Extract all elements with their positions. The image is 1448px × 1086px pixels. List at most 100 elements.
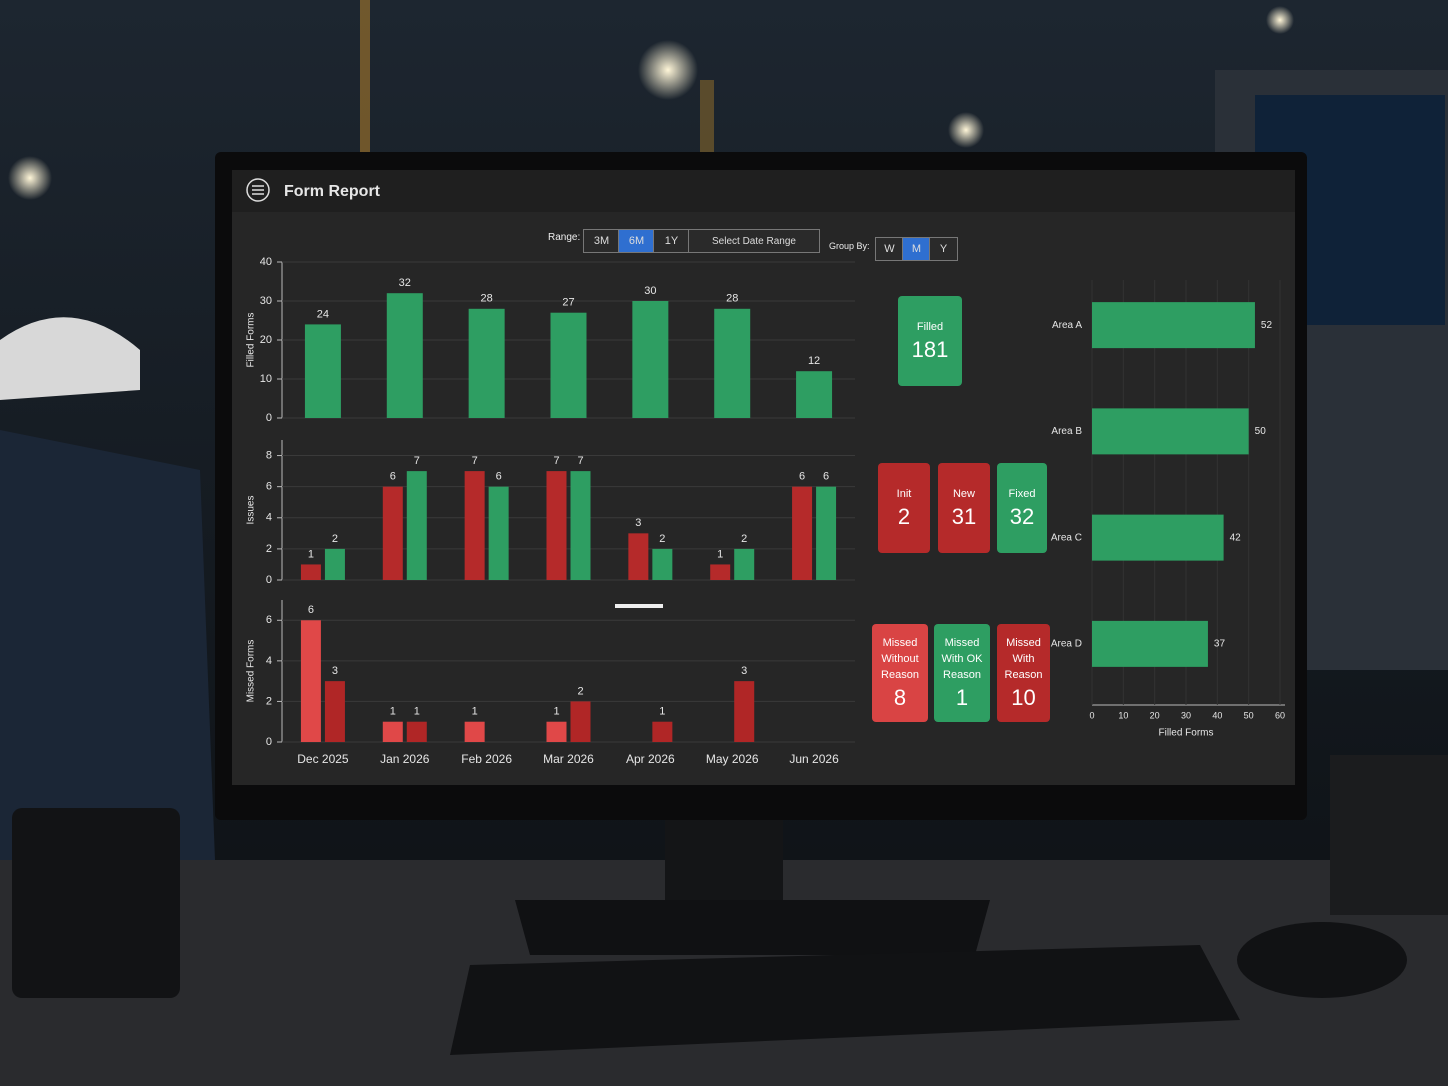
bar [710,564,731,580]
value-label: 6 [799,471,805,483]
value-label: 2 [332,533,338,545]
splitter-handle[interactable] [615,604,663,608]
y-tick-label: 0 [266,574,272,586]
bar [652,548,673,580]
y-axis-label: Filled Forms [246,312,257,367]
x-tick-label: 30 [1181,710,1191,720]
range-button[interactable]: 1Y [653,229,690,253]
y-tick-label: 0 [266,736,272,748]
bar [714,308,751,418]
bar [628,533,649,580]
range-button[interactable]: 6M [618,229,655,253]
bar [488,486,509,580]
y-tick-label: 10 [260,373,272,385]
value-label: 2 [741,533,747,545]
y-axis-label: Issues [246,496,257,525]
value-label: 1 [659,706,665,718]
bar [300,620,321,742]
worker [0,430,215,860]
x-axis-label: Filled Forms [1158,728,1213,739]
x-tick-label: 10 [1118,710,1128,720]
value-label: 42 [1230,532,1242,543]
y-tick-label: 6 [266,481,272,493]
value-label: 28 [726,293,738,305]
helmet [0,317,140,400]
mouse [1237,922,1407,998]
kpi-label: Missed With OK Reason [941,637,983,681]
bar [468,308,505,418]
group-button[interactable]: Y [929,237,958,261]
kpi-tile: Missed Without Reason 8 [872,624,928,722]
y-tick-label: 2 [266,543,272,555]
x-tick-label: May 2026 [706,752,759,766]
bar [652,721,673,742]
bar [734,548,755,580]
keyboard [450,945,1240,1055]
value-label: 1 [414,706,420,718]
x-tick-label: 60 [1275,710,1285,720]
pen-holder [1330,755,1448,915]
kpi-value: 1 [955,685,969,710]
value-label: 1 [390,706,396,718]
bar [300,564,321,580]
bar [570,701,591,742]
bar [304,324,341,418]
kpi-value: 10 [1011,685,1036,710]
menu-button[interactable] [246,178,270,202]
bar [382,486,403,580]
x-tick-label: Jan 2026 [380,752,430,766]
y-tick-label: 6 [266,614,272,626]
value-label: 12 [808,355,820,367]
y-tick-label: 4 [266,512,272,524]
bar [546,721,567,742]
bar [796,371,833,418]
x-tick-label: 40 [1212,710,1222,720]
y-tick-label: Area C [1051,532,1082,543]
bar [816,486,837,580]
kpi-value: 2 [897,504,911,529]
app-bar [232,170,1295,212]
value-label: 30 [644,285,656,297]
y-tick-label: Area A [1052,320,1082,331]
bar [734,681,755,742]
value-label: 52 [1261,320,1273,331]
y-tick-label: 40 [260,256,272,268]
group-button[interactable]: M [902,237,931,261]
y-tick-label: Area B [1051,426,1082,437]
y-tick-label: 2 [266,695,272,707]
value-label: 1 [717,548,723,560]
y-tick-label: 0 [266,412,272,424]
kpi-tile: Missed With Reason 10 [997,624,1050,722]
x-tick-label: Feb 2026 [461,752,512,766]
range-label: Range: [548,232,581,243]
kpi-label: New [952,488,975,500]
kpi-value: 31 [951,504,977,529]
value-label: 3 [635,517,641,529]
group-button[interactable]: W [875,237,904,261]
kpi-label: Fixed [1008,488,1036,500]
value-label: 7 [472,455,478,467]
bar [386,293,423,418]
bar [546,471,567,580]
group-label: Group By: [829,241,870,251]
range-button[interactable]: 3M [583,229,620,253]
bar [324,548,345,580]
y-tick-label: Area D [1051,639,1082,650]
bar [632,301,669,418]
y-tick-label: 20 [260,334,272,346]
bar [1092,302,1255,349]
bar [382,721,403,742]
y-tick-label: 4 [266,655,272,667]
y-tick-label: 8 [266,449,272,461]
value-label: 2 [577,685,583,697]
y-tick-label: 30 [260,295,272,307]
bar [464,721,485,742]
value-label: 7 [414,455,420,467]
value-label: 27 [562,297,574,309]
kpi-label: Init [896,488,912,500]
value-label: 2 [659,533,665,545]
date-range-button[interactable]: Select Date Range [688,229,820,253]
value-label: 28 [481,293,493,305]
kpi-label: Missed Without Reason [881,637,919,681]
